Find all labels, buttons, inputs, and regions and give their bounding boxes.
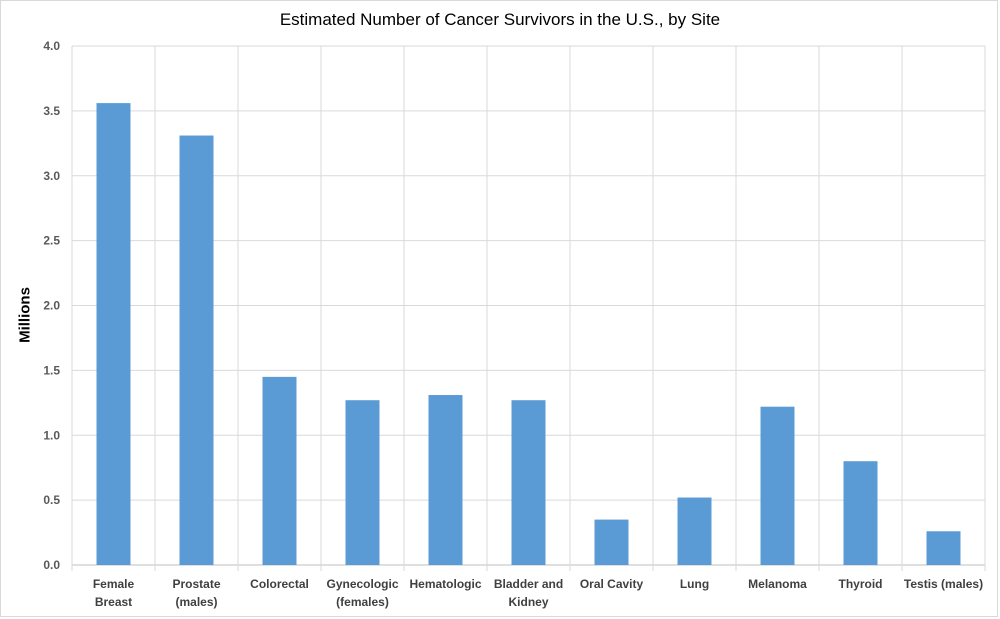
y-tick-label: 4.0 — [43, 39, 60, 53]
y-axis-ticks: 0.0 0.5 1.0 1.5 2.0 2.5 3.0 3.5 4.0 — [43, 39, 60, 572]
bar — [926, 531, 961, 565]
y-tick-label: 2.0 — [43, 299, 60, 313]
x-tick-label: Testis (males) — [904, 577, 983, 591]
bar — [594, 519, 629, 565]
y-tick-label: 3.0 — [43, 169, 60, 183]
x-tick-label: Colorectal — [250, 577, 309, 591]
x-tick-label: Bladder and Kidney — [494, 577, 563, 609]
x-tick-label: Hematologic — [409, 577, 481, 591]
x-tick-label: Female Breast — [93, 577, 135, 609]
bar — [760, 406, 795, 565]
bar — [179, 135, 214, 565]
y-tick-label: 0.5 — [43, 493, 60, 507]
bar — [96, 103, 131, 565]
x-tick-label: Gynecologic (females) — [326, 577, 398, 609]
bar — [428, 395, 463, 565]
x-tick-label: Lung — [680, 577, 709, 591]
x-tick-label: Oral Cavity — [580, 577, 644, 591]
y-tick-label: 3.5 — [43, 104, 60, 118]
y-tick-label: 2.5 — [43, 234, 60, 248]
bar — [262, 376, 297, 565]
bars — [96, 103, 961, 565]
bar — [345, 400, 380, 565]
x-tick-label: Melanoma — [748, 577, 807, 591]
chart-title: Estimated Number of Cancer Survivors in … — [279, 10, 721, 29]
y-tick-label: 0.0 — [43, 558, 60, 572]
bar — [677, 497, 712, 565]
y-tick-label: 1.5 — [43, 363, 60, 377]
x-axis-tick-labels: Female Breast Prostate (males) Colorectal Gyn… — [93, 577, 983, 609]
x-tick-label: Thyroid — [839, 577, 883, 591]
y-tick-label: 1.0 — [43, 428, 60, 442]
gridlines — [71, 45, 986, 571]
bar — [511, 400, 546, 565]
x-tick-label: Prostate (males) — [172, 577, 220, 609]
bar — [843, 461, 878, 565]
